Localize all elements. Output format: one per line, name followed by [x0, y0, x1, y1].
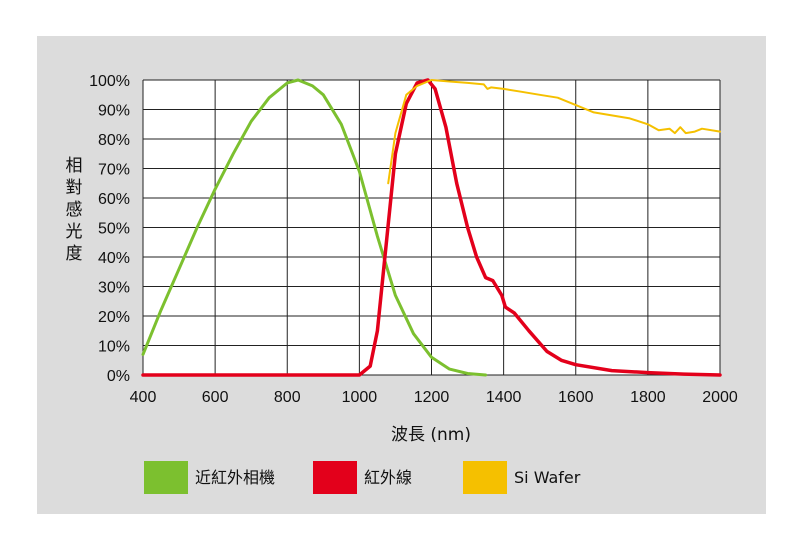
y-tick-label: 20% [98, 309, 130, 326]
series-line-3 [387, 79, 721, 185]
y-tick-label: 100% [89, 73, 130, 90]
grid [142, 79, 721, 376]
x-tick-labels: 400 600 800 1000 1200 1400 1600 1800 2000 [130, 389, 738, 406]
x-tick-label: 1600 [558, 389, 594, 406]
legend: 近紅外相機 紅外線 Si Wafer [144, 461, 581, 494]
chart-panel: 0% 10% 20% 30% 40% 50% 60% 70% 80% 90% 100% 400 600… [37, 36, 766, 514]
x-tick-label: 1200 [414, 389, 450, 406]
legend-label: 紅外線 [364, 468, 412, 487]
legend-swatch [144, 461, 188, 494]
y-tick-label: 30% [98, 280, 130, 297]
x-tick-label: 2000 [702, 389, 738, 406]
legend-label: Si Wafer [514, 468, 581, 487]
y-tick-label: 80% [98, 132, 130, 149]
x-axis-label: 波長 (nm) [391, 425, 471, 445]
x-tick-label: 1400 [486, 389, 522, 406]
y-tick-label: 70% [98, 162, 130, 179]
x-tick-label: 1800 [630, 389, 666, 406]
legend-swatch [463, 461, 507, 494]
y-tick-label: 50% [98, 221, 130, 238]
x-tick-label: 1000 [342, 389, 378, 406]
legend-label: 近紅外相機 [195, 468, 275, 487]
y-tick-label: 60% [98, 191, 130, 208]
y-tick-label: 40% [98, 250, 130, 267]
series-line-2 [141, 78, 722, 377]
x-tick-label: 600 [202, 389, 229, 406]
series-lines [141, 78, 722, 377]
chart: 0% 10% 20% 30% 40% 50% 60% 70% 80% 90% 100% 400 600… [66, 73, 738, 494]
y-tick-labels: 0% 10% 20% 30% 40% 50% 60% 70% 80% 90% 100% [89, 73, 130, 385]
y-axis-label: 相對感光度 [66, 156, 83, 264]
y-tick-label: 90% [98, 103, 130, 120]
legend-swatch [313, 461, 357, 494]
series-line-1 [141, 78, 488, 377]
y-tick-label: 0% [107, 368, 130, 385]
x-tick-label: 800 [274, 389, 301, 406]
x-tick-label: 400 [130, 389, 157, 406]
y-tick-label: 10% [98, 339, 130, 356]
